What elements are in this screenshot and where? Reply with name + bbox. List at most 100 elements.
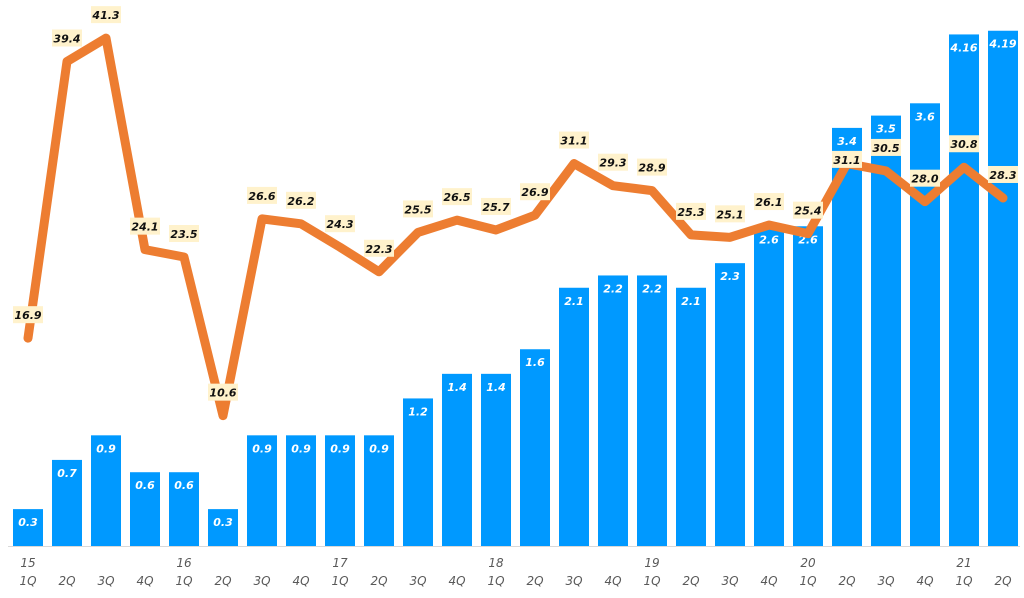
line-label-box — [832, 150, 862, 168]
x-quarter-label: 4Q — [448, 574, 465, 588]
x-quarter-label: 1Q — [487, 574, 504, 588]
bar — [559, 287, 589, 546]
bar — [403, 398, 433, 546]
line-value-label: 25.4 — [794, 205, 821, 218]
bar-value-label: 4.19 — [988, 38, 1016, 51]
line-label-box — [403, 200, 433, 218]
x-quarter-label: 1Q — [955, 574, 972, 588]
bar-value-label: 0.6 — [174, 479, 194, 492]
line-label-box — [91, 6, 121, 24]
bar-value-label: 3.6 — [915, 110, 935, 123]
line-value-label: 26.9 — [521, 186, 548, 199]
x-quarter-label: 4Q — [604, 574, 621, 588]
bar-value-label: 1.4 — [447, 381, 467, 394]
line-value-label: 29.3 — [599, 157, 626, 170]
x-quarter-label: 3Q — [97, 574, 114, 588]
x-quarter-label: 4Q — [916, 574, 933, 588]
x-year-label: 15 — [20, 556, 35, 570]
x-quarter-label: 4Q — [292, 574, 309, 588]
bar-value-label: 1.4 — [486, 381, 506, 394]
x-quarter-label: 3Q — [409, 574, 426, 588]
line-value-label: 26.2 — [287, 195, 314, 208]
line-value-label: 31.1 — [560, 135, 587, 148]
bar — [871, 115, 901, 546]
bar-value-label: 3.4 — [837, 135, 857, 148]
x-quarter-label: 2Q — [526, 574, 543, 588]
line-value-label: 24.3 — [326, 218, 353, 231]
bar-value-label: 0.9 — [330, 442, 350, 455]
line-label-box — [520, 183, 550, 201]
line-label-box — [286, 191, 316, 209]
bar-value-label: 1.6 — [525, 356, 545, 369]
bar — [949, 34, 979, 546]
x-quarter-label: 2Q — [994, 574, 1011, 588]
bar — [481, 373, 511, 546]
x-quarter-label: 3Q — [253, 574, 270, 588]
bar — [130, 472, 160, 546]
bar — [325, 435, 355, 546]
bar-value-label: 2.2 — [642, 282, 662, 295]
line-value-label: 30.5 — [872, 142, 899, 155]
line-label-box — [52, 29, 82, 47]
line-label-box — [910, 169, 940, 187]
x-quarter-label: 2Q — [370, 574, 387, 588]
x-year-label: 16 — [176, 556, 192, 570]
bar — [13, 509, 43, 546]
bar — [715, 263, 745, 546]
x-quarter-label: 2Q — [838, 574, 855, 588]
bar — [832, 127, 862, 546]
line-value-label: 28.3 — [989, 169, 1016, 182]
bar-value-label: 4.16 — [949, 41, 977, 54]
x-quarter-label: 4Q — [136, 574, 153, 588]
line-label-box — [988, 165, 1018, 183]
bar — [52, 459, 82, 546]
line-value-label: 23.5 — [170, 228, 197, 241]
line-label-box — [793, 201, 823, 219]
x-quarter-label: 3Q — [877, 574, 894, 588]
bar-value-label: 2.2 — [603, 282, 623, 295]
line-label-box — [715, 205, 745, 223]
line-label-box — [325, 215, 355, 233]
bar-value-label: 1.2 — [408, 405, 428, 418]
bar — [754, 226, 784, 546]
bar — [442, 373, 472, 546]
line-value-label: 28.0 — [911, 173, 938, 186]
x-year-label: 17 — [332, 556, 348, 570]
line-value-label: 25.3 — [677, 206, 704, 219]
x-quarter-label: 2Q — [58, 574, 75, 588]
line-label-box — [247, 186, 277, 204]
bar — [793, 226, 823, 546]
bar — [598, 275, 628, 546]
line-label-box — [598, 153, 628, 171]
line-label-box — [169, 225, 199, 243]
bar — [169, 472, 199, 546]
bar-value-label: 0.3 — [213, 516, 233, 529]
line-label-box — [364, 239, 394, 257]
line-label-box — [871, 138, 901, 156]
line-value-label: 25.5 — [404, 203, 431, 216]
line-value-label: 39.4 — [53, 32, 80, 45]
bar-value-label: 2.6 — [759, 233, 779, 246]
x-quarter-label: 2Q — [682, 574, 699, 588]
line-label-box — [754, 193, 784, 211]
bar-value-label: 0.9 — [291, 442, 311, 455]
line-value-label: 26.6 — [248, 190, 275, 203]
x-quarter-label: 2Q — [214, 574, 231, 588]
x-quarter-label: 3Q — [565, 574, 582, 588]
line-label-box — [559, 131, 589, 149]
x-quarter-label: 1Q — [331, 574, 348, 588]
bar — [520, 349, 550, 546]
line-label-box — [208, 383, 238, 401]
line-value-label: 25.1 — [716, 208, 743, 221]
bar — [637, 275, 667, 546]
line-label-box — [637, 158, 667, 176]
bar-value-label: 3.5 — [876, 123, 896, 136]
line-label-box — [676, 202, 706, 220]
line-value-label: 25.7 — [482, 201, 509, 214]
line-value-label: 41.3 — [91, 9, 119, 22]
line-value-label: 26.1 — [755, 196, 782, 209]
line-series — [23, 33, 1008, 421]
bar — [286, 435, 316, 546]
bar — [988, 30, 1018, 547]
line-value-label: 28.9 — [638, 162, 665, 175]
